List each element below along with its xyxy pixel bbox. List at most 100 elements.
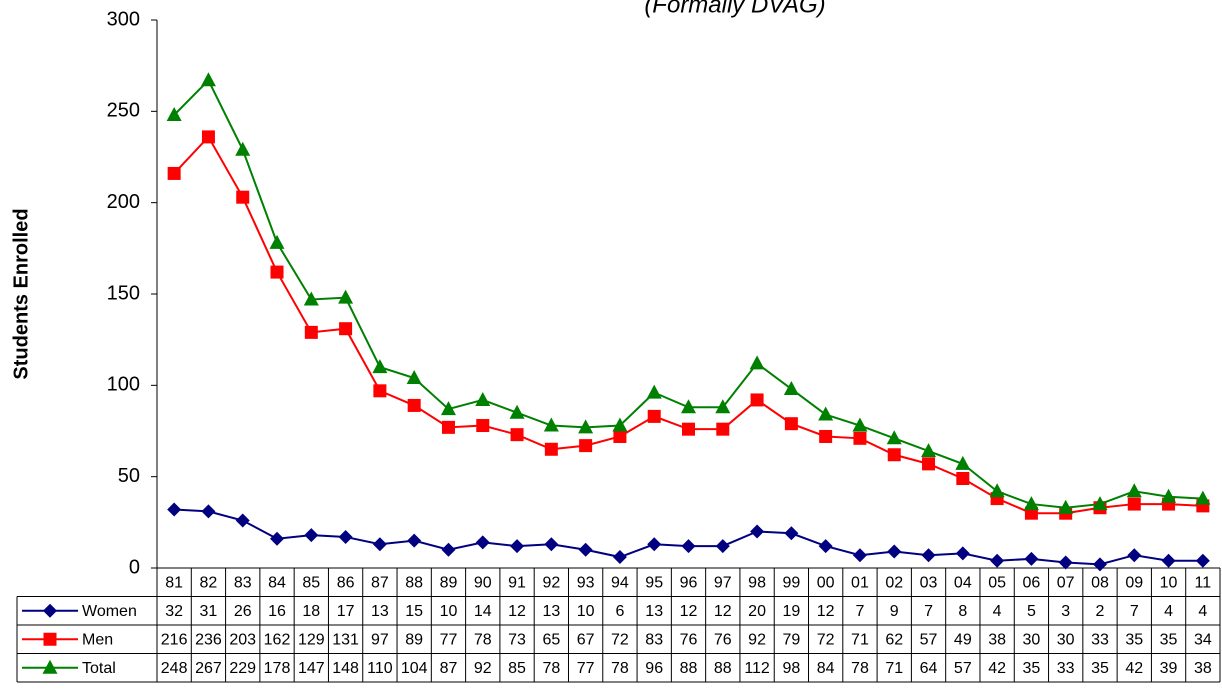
table-value: 87 xyxy=(440,660,458,677)
point xyxy=(818,406,834,421)
point xyxy=(1161,488,1177,503)
point xyxy=(201,504,216,519)
point xyxy=(440,401,456,416)
series-line xyxy=(173,78,1203,509)
x-tick-label: 98 xyxy=(748,574,766,591)
table-value: 35 xyxy=(1160,631,1178,648)
table-value: 30 xyxy=(1023,631,1041,648)
table-value: 7 xyxy=(1130,603,1139,620)
table-value: 12 xyxy=(817,603,835,620)
point xyxy=(715,399,731,414)
point xyxy=(853,431,867,445)
table-value: 32 xyxy=(165,603,183,620)
table-value: 89 xyxy=(405,631,423,648)
point xyxy=(304,325,318,339)
table-value: 19 xyxy=(782,603,800,620)
point xyxy=(235,141,251,156)
table-value: 13 xyxy=(645,603,663,620)
point xyxy=(270,265,284,279)
point xyxy=(613,429,627,443)
table-value: 72 xyxy=(611,631,629,648)
point xyxy=(544,537,559,552)
x-tick-label: 84 xyxy=(268,574,286,591)
point xyxy=(852,548,867,563)
y-tick-label: 300 xyxy=(107,8,140,30)
y-tick-label: 250 xyxy=(107,100,140,122)
x-tick-label: 09 xyxy=(1125,574,1143,591)
table-value: 10 xyxy=(577,603,595,620)
table-value: 15 xyxy=(405,603,423,620)
x-tick-label: 05 xyxy=(988,574,1006,591)
x-tick-label: 07 xyxy=(1057,574,1075,591)
table-value: 35 xyxy=(1023,660,1041,677)
point xyxy=(715,539,730,554)
point xyxy=(681,539,696,554)
point xyxy=(784,526,799,541)
table-value: 5 xyxy=(1027,603,1036,620)
table-value: 203 xyxy=(229,631,256,648)
point xyxy=(543,417,559,432)
legend-marker xyxy=(43,632,57,646)
table-value: 110 xyxy=(367,660,393,677)
point xyxy=(819,429,833,443)
legend-marker xyxy=(43,603,57,618)
point xyxy=(373,384,387,398)
table-value: 38 xyxy=(988,631,1006,648)
point xyxy=(1092,496,1108,511)
point xyxy=(818,539,833,554)
x-tick-label: 08 xyxy=(1091,574,1109,591)
table-value: 76 xyxy=(680,631,698,648)
table-value: 78 xyxy=(851,660,869,677)
point xyxy=(887,448,901,462)
y-tick-label: 50 xyxy=(118,465,140,487)
y-axis-label: Students Enrolled xyxy=(10,208,32,379)
point xyxy=(922,457,936,471)
point xyxy=(236,190,250,204)
point xyxy=(200,72,216,87)
point xyxy=(921,443,937,458)
point xyxy=(989,483,1005,498)
table-value: 236 xyxy=(195,631,222,648)
table-value: 88 xyxy=(714,660,732,677)
x-tick-label: 03 xyxy=(920,574,938,591)
point xyxy=(956,471,970,485)
x-tick-label: 83 xyxy=(234,574,252,591)
x-tick-label: 01 xyxy=(851,574,869,591)
table-value: 131 xyxy=(332,631,359,648)
table-value: 16 xyxy=(268,603,286,620)
x-tick-label: 89 xyxy=(440,574,458,591)
y-tick-label: 0 xyxy=(129,556,140,578)
table-value: 57 xyxy=(954,660,972,677)
x-tick-label: 88 xyxy=(405,574,423,591)
point xyxy=(578,542,593,557)
table-value: 38 xyxy=(1194,660,1212,677)
point xyxy=(579,439,593,453)
table-value: 162 xyxy=(264,631,291,648)
table-value: 39 xyxy=(1160,660,1178,677)
point xyxy=(1023,496,1039,511)
x-tick-label: 92 xyxy=(542,574,560,591)
table-value: 12 xyxy=(680,603,698,620)
point xyxy=(1161,553,1176,568)
table-value: 98 xyxy=(782,660,800,677)
table-value: 267 xyxy=(195,660,222,677)
table-value: 18 xyxy=(302,603,320,620)
point xyxy=(510,539,525,554)
table-value: 42 xyxy=(988,660,1006,677)
table-value: 78 xyxy=(542,660,560,677)
x-tick-label: 02 xyxy=(885,574,903,591)
point xyxy=(339,322,353,336)
table-value: 65 xyxy=(542,631,560,648)
point xyxy=(1195,490,1211,505)
x-tick-label: 85 xyxy=(302,574,320,591)
table-value: 2 xyxy=(1096,603,1105,620)
point xyxy=(372,359,388,374)
point xyxy=(749,355,765,370)
point xyxy=(921,548,936,563)
table-value: 97 xyxy=(371,631,389,648)
table-value: 64 xyxy=(920,660,938,677)
point xyxy=(955,455,971,470)
x-tick-label: 93 xyxy=(577,574,595,591)
point xyxy=(476,419,490,433)
table-value: 229 xyxy=(229,660,256,677)
